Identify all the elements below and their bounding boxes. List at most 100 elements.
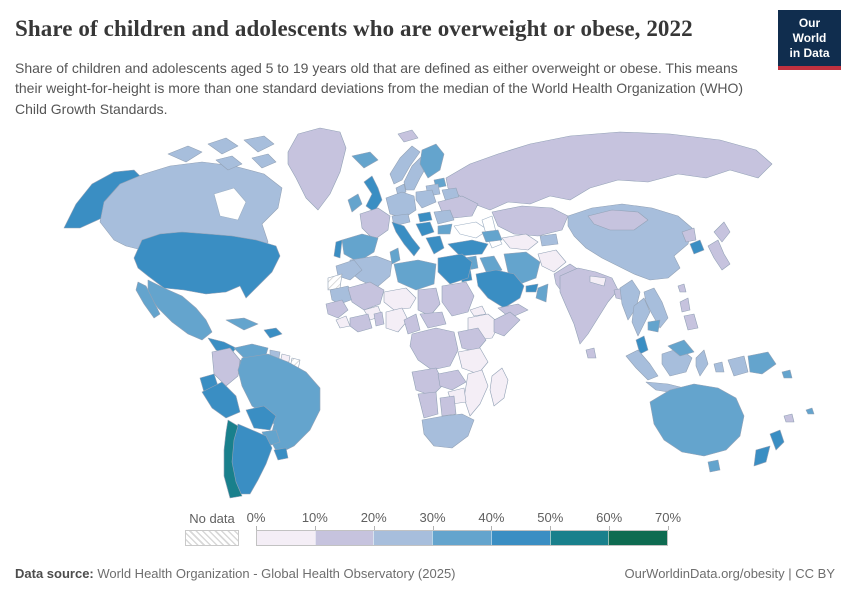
region-uae-qatar[interactable] bbox=[525, 283, 539, 293]
region-fiji[interactable] bbox=[805, 407, 815, 415]
region-bulgaria[interactable] bbox=[437, 223, 453, 235]
region-greece[interactable] bbox=[425, 235, 445, 255]
region-nigeria[interactable] bbox=[385, 307, 409, 333]
region-peru[interactable] bbox=[201, 381, 241, 419]
region-north-korea[interactable] bbox=[681, 227, 697, 243]
region-france[interactable] bbox=[359, 207, 391, 241]
region-mali[interactable] bbox=[347, 281, 385, 311]
region-mexico[interactable] bbox=[147, 279, 213, 341]
region-cameroon[interactable] bbox=[403, 313, 421, 335]
region-uruguay[interactable] bbox=[273, 447, 289, 461]
region-united-kingdom[interactable] bbox=[363, 175, 383, 213]
region-sudan[interactable] bbox=[441, 281, 475, 317]
region-tasmania[interactable] bbox=[707, 459, 721, 473]
region-chile[interactable] bbox=[223, 419, 243, 499]
region-tunisia[interactable] bbox=[389, 247, 401, 265]
region-india[interactable] bbox=[559, 267, 619, 345]
region-japan-hokkaido[interactable] bbox=[713, 221, 731, 243]
region-portugal[interactable] bbox=[333, 239, 343, 259]
region-hispaniola[interactable] bbox=[263, 327, 283, 339]
region-west-papua[interactable] bbox=[727, 355, 749, 377]
region-kazakhstan[interactable] bbox=[491, 205, 569, 237]
region-new-zealand-south[interactable] bbox=[753, 445, 771, 467]
region-caucasus[interactable] bbox=[481, 229, 503, 243]
region-germany[interactable] bbox=[385, 191, 417, 219]
region-senegal-guinea[interactable] bbox=[325, 299, 349, 319]
region-kyrgyzstan-tajikistan[interactable] bbox=[539, 233, 559, 247]
region-saudi-arabia[interactable] bbox=[475, 269, 525, 309]
legend-bin-10-20[interactable] bbox=[314, 531, 374, 545]
region-united-states[interactable] bbox=[133, 231, 281, 299]
region-uganda-kenya[interactable] bbox=[457, 327, 487, 353]
region-morocco[interactable] bbox=[335, 259, 363, 281]
region-mongolia[interactable] bbox=[587, 209, 649, 231]
region-afghanistan[interactable] bbox=[537, 249, 567, 273]
region-iceland[interactable] bbox=[351, 151, 379, 169]
region-new-caledonia[interactable] bbox=[783, 413, 795, 423]
region-hungary[interactable] bbox=[417, 211, 433, 223]
region-oman[interactable] bbox=[535, 283, 549, 303]
legend-bin-20-30[interactable] bbox=[373, 531, 433, 545]
region-italy[interactable] bbox=[391, 221, 421, 257]
region-papua-new-guinea[interactable] bbox=[747, 351, 777, 375]
region-zambia[interactable] bbox=[437, 369, 467, 391]
region-cambodia[interactable] bbox=[647, 319, 661, 333]
region-maluku[interactable] bbox=[713, 361, 725, 373]
region-borneo-malaysia[interactable] bbox=[667, 339, 695, 357]
region-south-korea[interactable] bbox=[689, 239, 705, 255]
region-ivory-coast-ghana[interactable] bbox=[349, 313, 373, 333]
region-angola[interactable] bbox=[411, 367, 445, 397]
region-new-zealand-north[interactable] bbox=[769, 429, 785, 451]
no-data-swatch[interactable] bbox=[185, 530, 239, 546]
region-drc[interactable] bbox=[409, 327, 459, 371]
region-central-african-republic[interactable] bbox=[419, 311, 447, 329]
region-nepal[interactable] bbox=[589, 275, 607, 287]
region-baja-california[interactable] bbox=[135, 281, 161, 319]
region-poland[interactable] bbox=[415, 189, 437, 209]
region-somalia[interactable] bbox=[493, 311, 521, 337]
region-thailand[interactable] bbox=[631, 297, 651, 337]
region-mozambique[interactable] bbox=[463, 369, 489, 417]
region-sri-lanka[interactable] bbox=[585, 347, 597, 359]
region-arctic-island[interactable] bbox=[251, 153, 277, 169]
region-sumatra[interactable] bbox=[625, 349, 659, 381]
region-chad[interactable] bbox=[417, 287, 441, 317]
region-greenland[interactable] bbox=[287, 127, 347, 211]
region-namibia[interactable] bbox=[417, 391, 439, 419]
region-ireland[interactable] bbox=[347, 193, 363, 213]
region-russia[interactable] bbox=[445, 131, 773, 211]
region-malaysia-peninsula[interactable] bbox=[635, 335, 649, 355]
region-philippines-mindanao[interactable] bbox=[683, 313, 699, 331]
region-balkans[interactable] bbox=[415, 221, 435, 237]
region-turkmenistan-uzbekistan[interactable] bbox=[501, 233, 539, 251]
region-cuba[interactable] bbox=[225, 317, 259, 331]
region-libya[interactable] bbox=[393, 259, 437, 291]
footer-link[interactable]: OurWorldinData.org/obesity | CC BY bbox=[624, 566, 836, 581]
region-sulawesi[interactable] bbox=[695, 349, 709, 377]
region-svalbard[interactable] bbox=[397, 129, 419, 143]
region-philippines-luzon[interactable] bbox=[679, 297, 691, 313]
region-finland[interactable] bbox=[419, 143, 445, 179]
region-laos-vietnam[interactable] bbox=[643, 287, 669, 329]
region-arctic-island[interactable] bbox=[215, 155, 243, 171]
region-botswana[interactable] bbox=[439, 395, 457, 417]
legend-bin-60-70[interactable] bbox=[608, 531, 668, 545]
region-australia[interactable] bbox=[649, 383, 745, 457]
region-benin-togo[interactable] bbox=[373, 311, 385, 327]
region-tanzania[interactable] bbox=[457, 347, 489, 375]
legend-bin-0-10[interactable] bbox=[257, 531, 315, 545]
region-niger[interactable] bbox=[383, 287, 417, 311]
region-japan-honshu[interactable] bbox=[707, 239, 731, 271]
region-arctic-island[interactable] bbox=[167, 145, 203, 163]
region-romania[interactable] bbox=[433, 209, 455, 225]
region-arctic-island[interactable] bbox=[207, 137, 239, 155]
region-madagascar[interactable] bbox=[489, 367, 509, 407]
region-turkey[interactable] bbox=[447, 239, 489, 257]
region-norway[interactable] bbox=[389, 145, 421, 185]
region-south-africa[interactable] bbox=[421, 413, 475, 449]
legend-bin-50-60[interactable] bbox=[549, 531, 609, 545]
legend-bin-30-40[interactable] bbox=[432, 531, 491, 545]
region-solomon-islands[interactable] bbox=[781, 369, 793, 379]
region-bolivia[interactable] bbox=[245, 405, 277, 431]
region-spain[interactable] bbox=[341, 233, 379, 263]
